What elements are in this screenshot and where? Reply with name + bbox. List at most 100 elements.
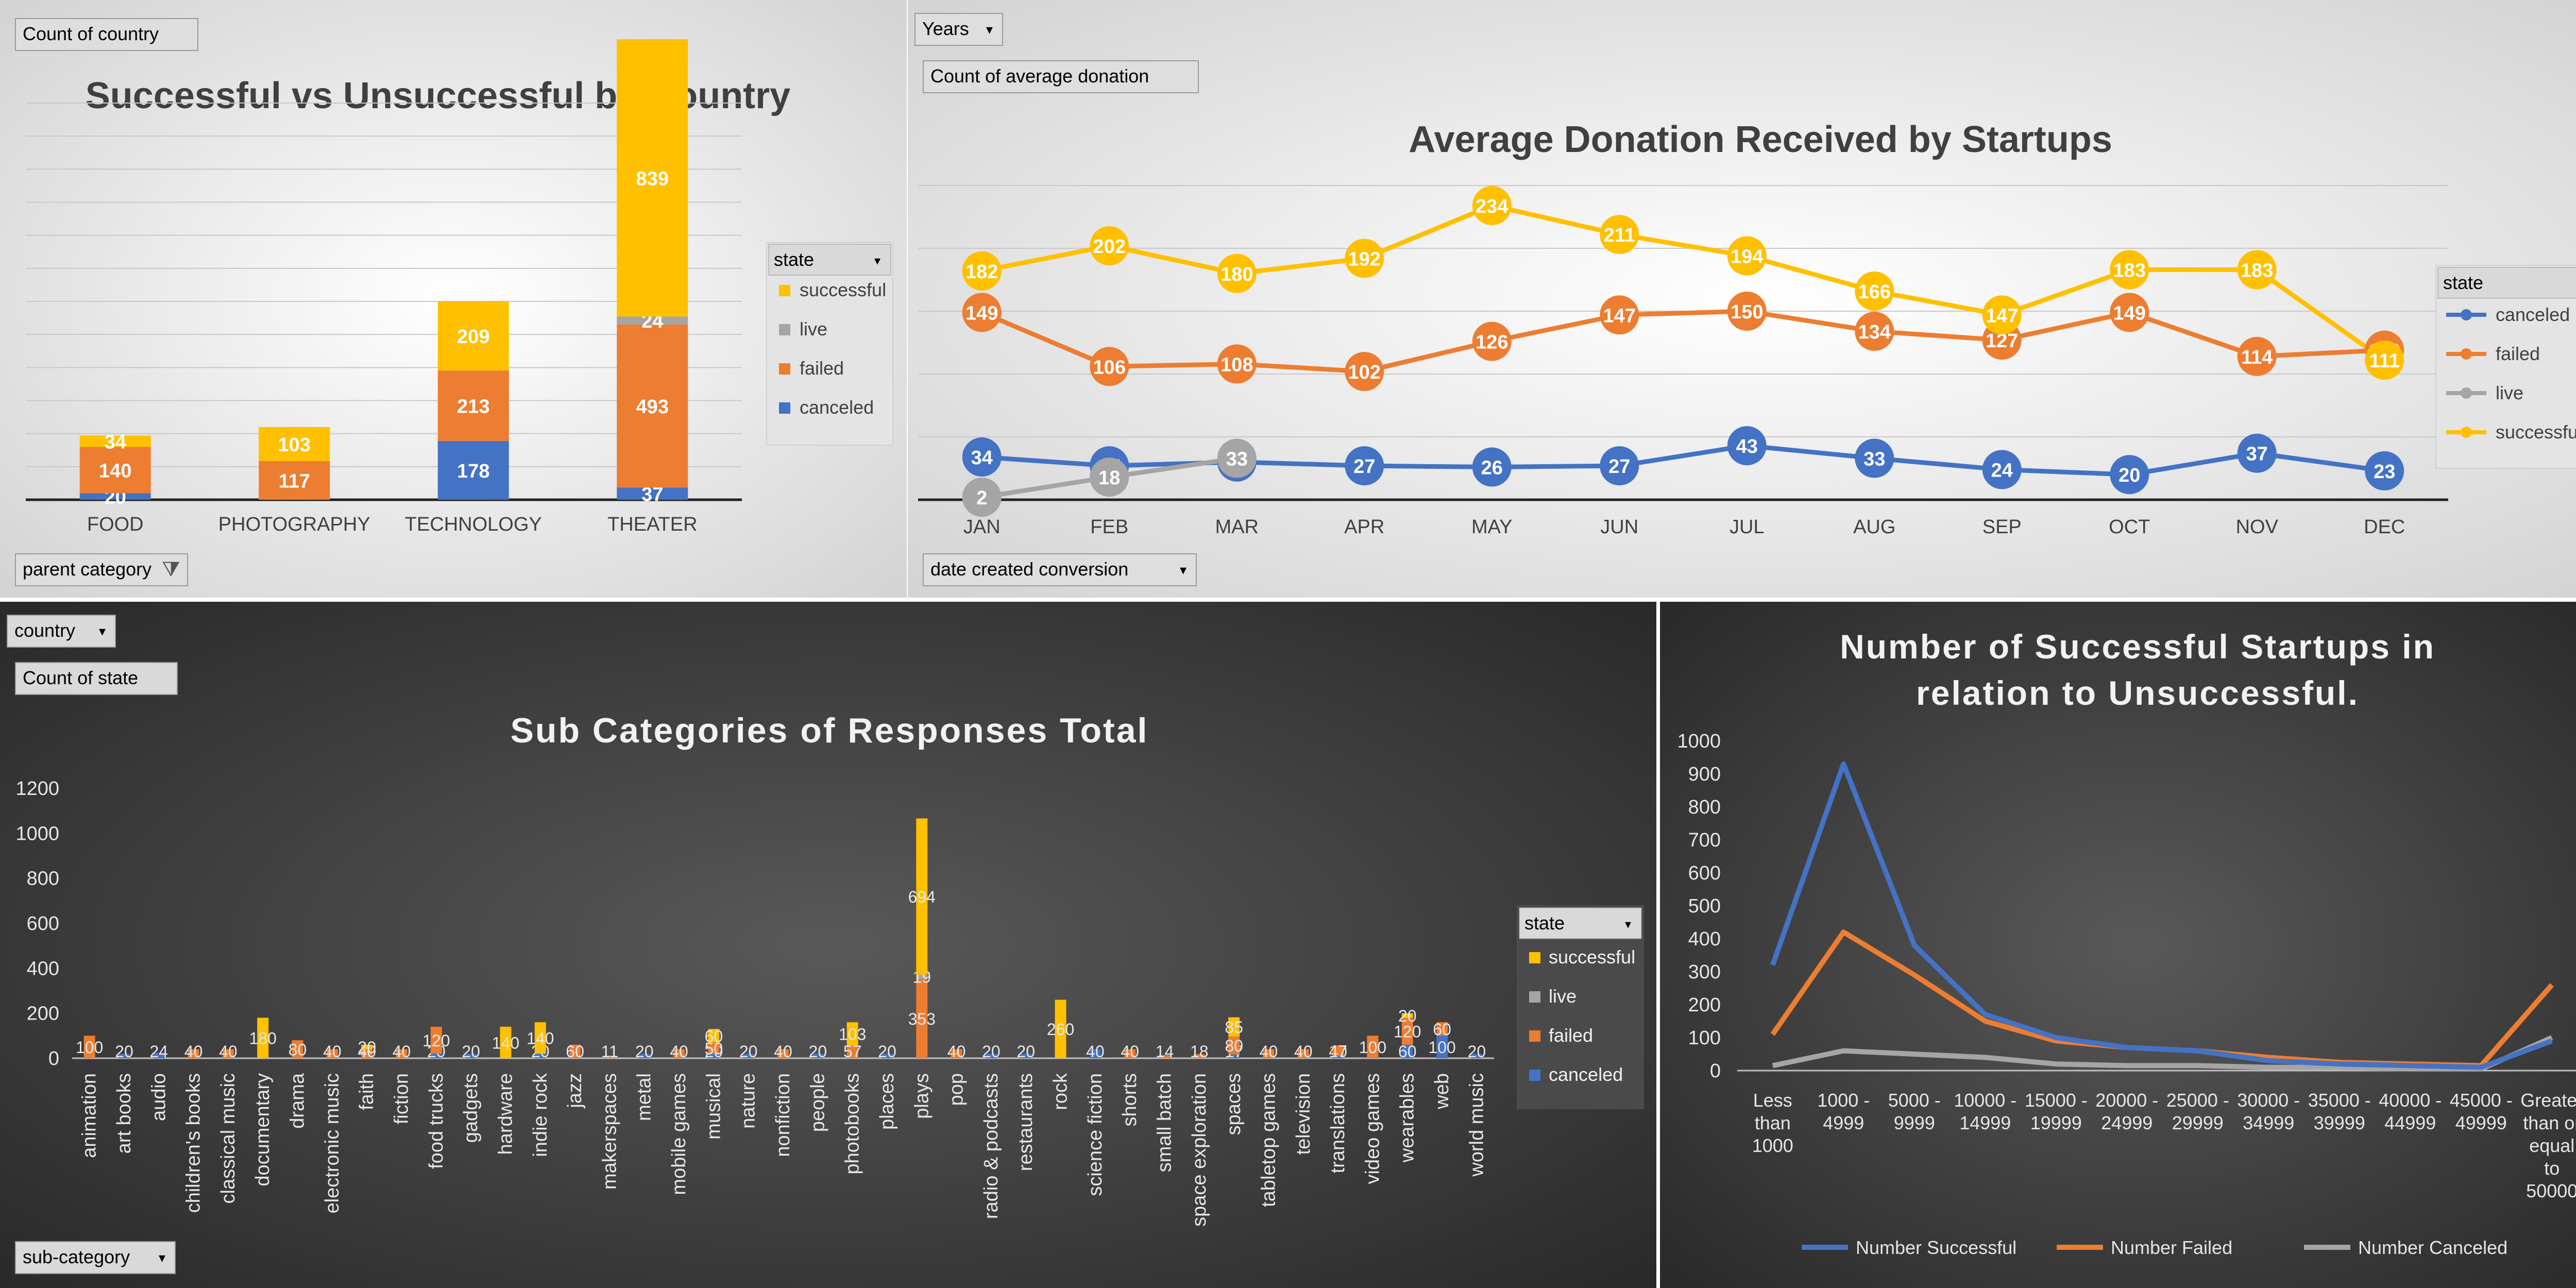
bar-failed [1124,1049,1136,1058]
y-tick-label: 1000 [15,823,59,844]
data-label: 211 [1604,225,1635,246]
x-tick-label-line: 24999 [2101,1112,2153,1133]
legend-swatch-canceled [779,402,790,414]
y-tick-label: 600 [1688,862,1721,884]
x-tick-label-line: 44999 [2384,1112,2436,1133]
x-tick-label: JAN [963,516,1001,538]
legend-title-button[interactable] [1519,907,1642,939]
y-tick-label: 1000 [1677,731,1721,752]
point-canceled [1345,446,1384,486]
filter-field-years-box[interactable] [914,13,1003,46]
data-label: 20 [635,1042,654,1061]
bar-failed [916,978,928,1058]
data-label: 80 [289,1041,307,1059]
axis-field-sub-category-box[interactable] [15,1241,176,1274]
point-successful [1472,186,1512,226]
legend-marker-canceled [2461,309,2472,320]
y-tick-label: 0 [48,1048,59,1070]
point-canceled [1855,438,1894,478]
bar-failed [79,447,151,494]
data-label: 40 [1260,1042,1278,1061]
chart-title: Sub Categories of Responses Total [511,711,1149,750]
axis-field-date-created-conversion[interactable]: date created conversion ▾ [923,553,1197,586]
filter-field-country-box[interactable] [7,615,116,648]
dropdown-arrow-icon[interactable]: ▾ [1625,918,1631,931]
pivot-field-count-of-country-box[interactable] [15,18,198,51]
point-successful [2365,341,2404,380]
data-label: 14 [1156,1042,1174,1061]
x-tick-label-line: 45000 - [2450,1090,2513,1111]
pivot-field-count-of-average-donation[interactable]: Count of average donation [923,60,1199,93]
legend-title-button[interactable] [768,244,891,276]
data-label: 149 [965,302,998,324]
filter-field-country[interactable]: country ▾ [7,615,116,648]
subcategory-stacked-bar-chart: country ▾ Count of state Sub Categories of … [0,602,1656,1288]
filter-field-years[interactable]: Years ▾ [914,13,1003,46]
axis-field-date-created-conversion-box[interactable] [923,553,1197,586]
data-label: 20 [1398,1007,1417,1025]
legend-item-successful: successful [800,279,886,300]
data-label: 117 [279,470,310,492]
pivot-field-count-of-country[interactable]: Count of country [15,18,198,51]
data-label: 80 [1225,1037,1243,1055]
legend-item-1: Number Failed [2111,1237,2232,1258]
chart-panel-donation: Years ▾ Count of average donation Average D… [908,0,2576,598]
dropdown-arrow-icon[interactable]: ▾ [159,1250,165,1265]
chart-background [1660,602,2576,1288]
bar-canceled [617,487,688,500]
pivot-field-count-of-state-box[interactable] [15,662,178,695]
x-tick-label: translations [1327,1073,1349,1173]
bar-successful [916,818,928,975]
x-tick-label: MAY [1471,516,1513,538]
pivot-field-count-of-average-donation-box[interactable] [923,60,1199,93]
x-tick-label: pop [946,1073,968,1106]
pivot-field-count-of-state[interactable]: Count of state [15,662,178,695]
axis-field-parent-category[interactable]: parent category [15,553,188,586]
bar-failed [846,1045,858,1058]
x-tick-label-line: 5000 - [1888,1090,1941,1111]
dropdown-arrow-icon[interactable]: ▾ [1180,562,1187,578]
point-canceled [1727,426,1767,466]
data-label: 100 [76,1038,103,1057]
dropdown-arrow-icon[interactable]: ▾ [874,254,880,268]
axis-field-sub-category[interactable]: sub-category ▾ [15,1241,176,1274]
chart-panel-country: Count of country Successful vs Unsuccessf… [0,0,907,598]
x-tick-label: science fiction [1084,1073,1106,1196]
data-label: 493 [636,396,669,418]
bar-successful [500,1026,512,1058]
bar-canceled [1332,1056,1344,1058]
filter-field-years-label: Years [922,18,969,39]
point-successful [1217,253,1257,293]
x-tick-label: children's books [183,1073,205,1213]
x-tick-label-line: 4999 [1823,1112,1864,1133]
y-tick-label: 200 [1688,994,1721,1016]
axis-field-parent-category-box[interactable] [15,553,188,586]
y-tick-label: 800 [1688,796,1721,818]
y-tick-label: 400 [27,958,59,979]
bar-failed [430,1026,442,1054]
dropdown-arrow-icon[interactable]: ▾ [99,623,106,639]
x-tick-label: animation [79,1073,100,1158]
pivot-field-count-of-state-label: Count of state [23,667,138,688]
bar-successful [79,435,151,447]
legend-swatch-successful [1529,952,1540,963]
dropdown-arrow-icon[interactable]: ▾ [986,22,993,37]
x-tick-label-line: 20000 - [2095,1090,2158,1111]
bar-canceled [1401,1044,1413,1058]
x-tick-label: drama [287,1073,309,1129]
y-tick-label: 300 [1688,961,1721,983]
x-tick-label-line: 19999 [2030,1112,2082,1133]
x-tick-label-line: 14999 [1959,1112,2011,1133]
x-tick-label-line: 10000 - [1954,1090,2016,1111]
data-label: 147 [1986,305,2018,327]
data-label: 40 [774,1042,792,1061]
filter-icon[interactable]: ⧩ [162,558,180,581]
bar-failed [1401,1018,1413,1045]
bar-canceled [1089,1049,1101,1058]
bar-canceled [437,440,509,500]
legend-title-button[interactable] [2437,267,2576,299]
data-label: 40 [1121,1042,1139,1061]
x-tick-label-line: 1000 - [1817,1090,1870,1111]
bar-canceled [985,1054,997,1058]
